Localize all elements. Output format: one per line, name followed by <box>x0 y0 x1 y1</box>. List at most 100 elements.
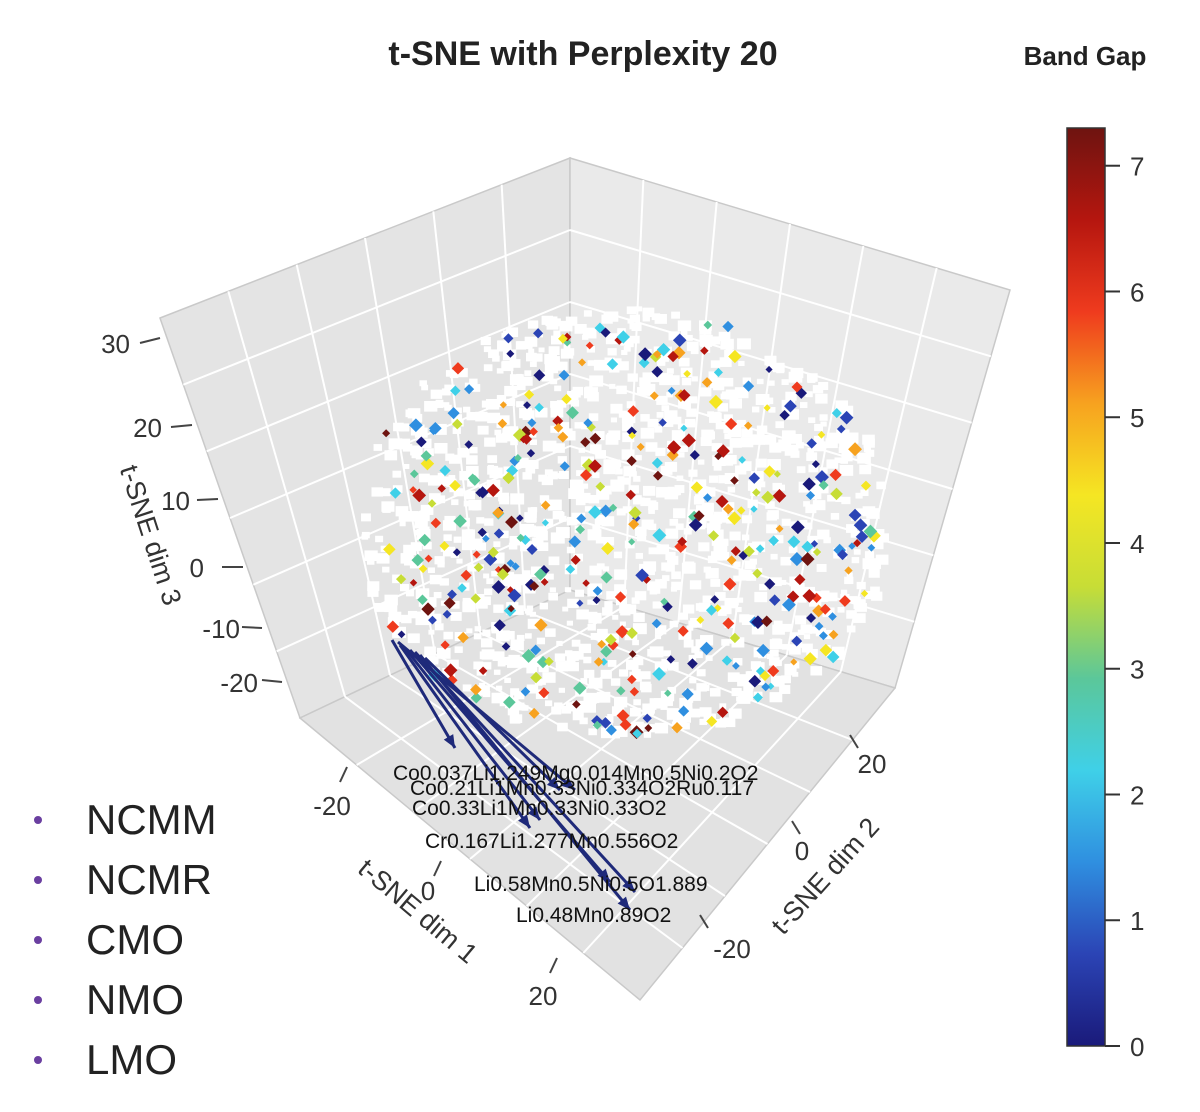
background-point <box>723 717 736 728</box>
background-point <box>496 395 507 403</box>
data-point <box>451 362 465 375</box>
background-point <box>449 454 461 464</box>
background-point <box>470 384 481 392</box>
data-point <box>860 480 872 491</box>
background-point <box>740 678 750 686</box>
data-point <box>625 489 636 501</box>
data-point <box>666 655 676 664</box>
background-point <box>857 581 865 588</box>
background-point <box>763 434 777 445</box>
background-point <box>789 433 802 444</box>
background-point <box>862 558 877 570</box>
background-point <box>865 449 875 457</box>
background-point <box>687 509 697 517</box>
background-point <box>665 528 679 539</box>
background-point <box>765 397 774 405</box>
background-point <box>630 335 640 344</box>
background-point <box>451 414 463 423</box>
background-point <box>580 422 590 430</box>
data-point <box>867 543 876 552</box>
background-point <box>837 606 845 613</box>
annotation-nmo: Li0.58Mn0.5Ni0.5O1.889 <box>474 873 708 896</box>
arrow-head <box>546 777 560 790</box>
background-point <box>509 374 524 386</box>
background-point <box>649 588 658 595</box>
background-point <box>467 564 477 572</box>
data-point <box>420 450 432 462</box>
background-point <box>781 644 789 650</box>
background-point <box>821 629 833 640</box>
background-point <box>718 551 730 561</box>
legend-item-cmo: CMO <box>14 910 274 970</box>
background-point <box>700 387 712 397</box>
background-point <box>407 610 418 619</box>
data-point <box>530 644 542 656</box>
background-point <box>392 470 402 478</box>
data-point <box>715 495 729 508</box>
background-point <box>633 623 647 635</box>
data-point <box>828 612 837 621</box>
background-point <box>620 477 630 485</box>
data-point <box>772 488 787 503</box>
data-point <box>521 648 536 663</box>
background-point <box>601 516 615 527</box>
data-point <box>628 506 642 520</box>
background-point <box>705 655 713 661</box>
background-point <box>419 380 427 387</box>
data-point <box>476 486 489 499</box>
data-point <box>660 597 669 606</box>
background-point <box>461 539 476 551</box>
background-point <box>515 341 527 350</box>
background-point <box>718 331 731 342</box>
background-point <box>600 727 615 739</box>
background-point <box>800 624 813 634</box>
background-point <box>621 349 628 356</box>
background-point <box>622 432 635 443</box>
background-point <box>600 669 612 679</box>
background-point <box>479 651 490 660</box>
background-point <box>437 472 445 479</box>
background-point <box>596 691 611 703</box>
background-point <box>703 487 716 497</box>
background-point <box>806 649 818 659</box>
background-point <box>556 640 563 646</box>
background-point <box>680 329 688 336</box>
data-point <box>396 574 407 585</box>
background-point <box>506 327 519 338</box>
background-point <box>781 675 791 684</box>
background-point <box>853 549 861 555</box>
background-point <box>560 348 574 359</box>
background-point <box>550 532 565 544</box>
data-point <box>750 505 758 513</box>
background-point <box>524 370 532 376</box>
background-point <box>689 580 702 590</box>
background-point <box>836 429 850 440</box>
background-point <box>575 589 584 597</box>
background-point <box>524 608 532 614</box>
background-point <box>407 408 421 419</box>
legend-dot <box>34 876 42 884</box>
background-point <box>542 440 557 452</box>
background-point <box>415 588 430 600</box>
background-point <box>526 684 539 694</box>
background-point <box>744 560 756 570</box>
background-point <box>643 307 653 316</box>
data-point <box>642 713 652 723</box>
background-point <box>696 683 707 692</box>
background-point <box>603 459 611 465</box>
background-point <box>877 533 889 543</box>
background-point <box>640 497 651 507</box>
background-point <box>623 466 637 477</box>
background-point <box>634 526 647 536</box>
background-point <box>510 493 525 505</box>
data-point <box>429 426 439 436</box>
data-point <box>708 530 720 542</box>
background-point <box>492 651 505 661</box>
data-point <box>528 707 540 719</box>
background-point <box>529 439 538 446</box>
data-point <box>653 350 662 359</box>
background-point <box>459 470 472 481</box>
data-point <box>616 709 630 723</box>
background-point <box>436 647 451 659</box>
data-point <box>801 540 814 553</box>
